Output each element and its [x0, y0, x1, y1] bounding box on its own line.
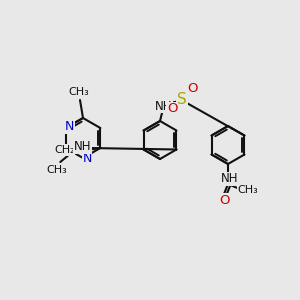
Text: CH₃: CH₃ [69, 87, 89, 97]
Text: S: S [177, 92, 187, 106]
Text: NH: NH [74, 140, 92, 154]
Text: N: N [82, 152, 92, 166]
Text: CH₃: CH₃ [238, 185, 258, 195]
Text: CH₃: CH₃ [46, 165, 67, 175]
Text: N: N [65, 121, 74, 134]
Text: O: O [219, 194, 229, 206]
Text: CH₂: CH₂ [54, 145, 75, 155]
Text: O: O [187, 82, 197, 95]
Text: NH: NH [155, 100, 173, 112]
Text: NH: NH [221, 172, 239, 185]
Text: O: O [167, 103, 177, 116]
Text: NH: NH [72, 140, 89, 150]
